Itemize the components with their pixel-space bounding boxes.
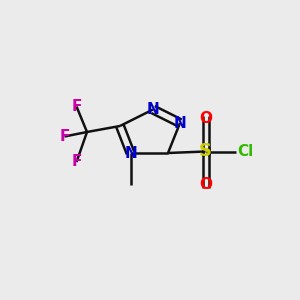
Text: N: N [124,146,137,160]
Text: S: S [199,142,212,160]
Text: N: N [174,116,186,130]
Text: Cl: Cl [237,144,253,159]
Text: F: F [71,154,82,169]
Text: F: F [59,129,70,144]
Text: N: N [147,102,159,117]
Text: O: O [199,111,212,126]
Text: F: F [71,99,82,114]
Text: O: O [199,177,212,192]
